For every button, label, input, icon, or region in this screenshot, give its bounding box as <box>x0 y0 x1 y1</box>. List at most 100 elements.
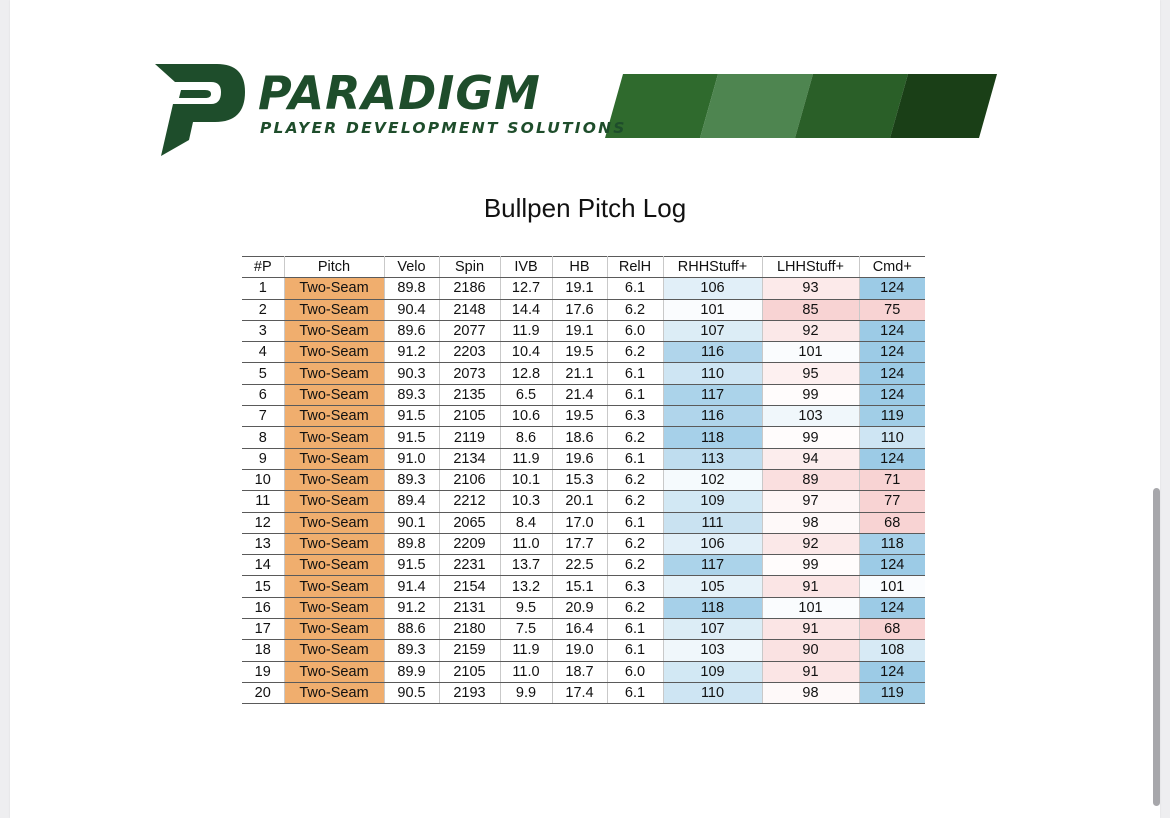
pitch-type-cell: Two-Seam <box>283 639 385 662</box>
ivb-cell: 9.9 <box>499 682 553 705</box>
table-row: 17 Two-Seam 88.6 2180 7.5 16.4 6.1 107 91 68 <box>242 618 925 641</box>
pitch-type-cell: Two-Seam <box>283 384 385 407</box>
hb-cell: 18.6 <box>551 426 608 449</box>
spin-cell: 2231 <box>438 554 501 577</box>
pitch-type-cell: Two-Seam <box>283 405 385 428</box>
hb-cell: 20.9 <box>551 597 608 620</box>
velo-cell: 91.2 <box>383 341 440 364</box>
pitch-type-cell: Two-Seam <box>283 299 385 321</box>
lhh-stuff-plus-cell: 92 <box>761 320 860 343</box>
spin-cell: 2186 <box>438 277 501 300</box>
hb-cell: 19.1 <box>551 277 608 300</box>
ivb-cell: 10.4 <box>499 341 553 364</box>
ivb-cell: 7.5 <box>499 618 553 641</box>
ivb-cell: 6.5 <box>499 384 553 407</box>
pitch-number-cell: 16 <box>242 597 285 620</box>
lhh-stuff-plus-cell: 101 <box>761 341 860 364</box>
table-row: 1 Two-Seam 89.8 2186 12.7 19.1 6.1 106 93 124 <box>242 277 925 300</box>
lhh-stuff-plus-cell: 101 <box>761 597 860 620</box>
cmd-plus-cell: 124 <box>858 362 925 385</box>
rhh-stuff-plus-cell: 109 <box>662 490 763 513</box>
relh-cell: 6.2 <box>606 469 664 492</box>
rhh-stuff-plus-cell: 113 <box>662 448 763 470</box>
table-row: 20 Two-Seam 90.5 2193 9.9 17.4 6.1 110 98 119 <box>242 682 925 705</box>
table-header-row: #P Pitch Velo Spin IVB HB RelH RHHStuff+… <box>242 255 925 279</box>
lhh-stuff-plus-cell: 90 <box>761 639 860 662</box>
cmd-plus-cell: 124 <box>858 661 925 683</box>
spin-cell: 2154 <box>438 575 501 598</box>
spin-cell: 2159 <box>438 639 501 662</box>
relh-cell: 6.2 <box>606 426 664 449</box>
table-row: 4 Two-Seam 91.2 2203 10.4 19.5 6.2 116 101 124 <box>242 341 925 364</box>
relh-cell: 6.1 <box>606 639 664 662</box>
pitch-type-cell: Two-Seam <box>283 682 385 705</box>
table-row: 11 Two-Seam 89.4 2212 10.3 20.1 6.2 109 97 77 <box>242 490 925 513</box>
cmd-plus-cell: 119 <box>858 405 925 428</box>
cmd-plus-cell: 68 <box>858 618 925 641</box>
ivb-cell: 12.7 <box>499 277 553 300</box>
cmd-plus-cell: 101 <box>858 575 925 598</box>
table-row: 14 Two-Seam 91.5 2231 13.7 22.5 6.2 117 99 124 <box>242 554 925 577</box>
rhh-stuff-plus-cell: 109 <box>662 661 763 683</box>
pitch-number-cell: 3 <box>242 320 285 343</box>
velo-cell: 91.5 <box>383 405 440 428</box>
relh-cell: 6.3 <box>606 575 664 598</box>
spin-cell: 2212 <box>438 490 501 513</box>
velo-cell: 91.5 <box>383 554 440 577</box>
table-row: 13 Two-Seam 89.8 2209 11.0 17.7 6.2 106 92 118 <box>242 533 925 556</box>
pitch-type-cell: Two-Seam <box>283 469 385 492</box>
relh-cell: 6.1 <box>606 277 664 300</box>
lhh-stuff-plus-cell: 93 <box>761 277 860 300</box>
pitch-number-cell: 8 <box>242 426 285 449</box>
lhh-stuff-plus-cell: 99 <box>761 384 860 407</box>
brand-name: PARADIGM <box>258 66 541 120</box>
ivb-cell: 11.0 <box>499 661 553 683</box>
pitch-type-cell: Two-Seam <box>283 575 385 598</box>
pitch-number-cell: 17 <box>242 618 285 641</box>
spin-cell: 2203 <box>438 341 501 364</box>
spin-cell: 2106 <box>438 469 501 492</box>
relh-cell: 6.2 <box>606 299 664 321</box>
velo-cell: 91.5 <box>383 426 440 449</box>
relh-cell: 6.1 <box>606 384 664 407</box>
velo-cell: 89.9 <box>383 661 440 683</box>
ivb-cell: 10.3 <box>499 490 553 513</box>
paradigm-logo <box>145 60 997 160</box>
ivb-cell: 11.9 <box>499 448 553 470</box>
vertical-scrollbar[interactable] <box>1153 488 1160 806</box>
ivb-cell: 12.8 <box>499 362 553 385</box>
cmd-plus-cell: 124 <box>858 277 925 300</box>
pitch-log-table: #P Pitch Velo Spin IVB HB RelH RHHStuff+… <box>242 255 925 705</box>
rhh-stuff-plus-cell: 105 <box>662 575 763 598</box>
pitch-number-cell: 20 <box>242 682 285 705</box>
cmd-plus-cell: 71 <box>858 469 925 492</box>
hb-cell: 19.1 <box>551 320 608 343</box>
cmd-plus-cell: 118 <box>858 533 925 556</box>
ivb-cell: 14.4 <box>499 299 553 321</box>
hb-cell: 17.4 <box>551 682 608 705</box>
lhh-stuff-plus-cell: 94 <box>761 448 860 470</box>
table-row: 7 Two-Seam 91.5 2105 10.6 19.5 6.3 116 103 119 <box>242 405 925 428</box>
pitch-type-cell: Two-Seam <box>283 597 385 620</box>
relh-cell: 6.3 <box>606 405 664 428</box>
rhh-stuff-plus-cell: 103 <box>662 639 763 662</box>
cmd-plus-cell: 119 <box>858 682 925 705</box>
col-header: Pitch <box>283 255 385 279</box>
spin-cell: 2180 <box>438 618 501 641</box>
table-row: 3 Two-Seam 89.6 2077 11.9 19.1 6.0 107 92 124 <box>242 320 925 343</box>
table-row: 19 Two-Seam 89.9 2105 11.0 18.7 6.0 109 91 124 <box>242 661 925 683</box>
hb-cell: 17.0 <box>551 512 608 534</box>
rhh-stuff-plus-cell: 107 <box>662 320 763 343</box>
rhh-stuff-plus-cell: 106 <box>662 277 763 300</box>
pitch-number-cell: 13 <box>242 533 285 556</box>
col-header: IVB <box>499 255 553 279</box>
relh-cell: 6.1 <box>606 448 664 470</box>
velo-cell: 89.4 <box>383 490 440 513</box>
lhh-stuff-plus-cell: 91 <box>761 575 860 598</box>
cmd-plus-cell: 77 <box>858 490 925 513</box>
rhh-stuff-plus-cell: 111 <box>662 512 763 534</box>
table-row: 6 Two-Seam 89.3 2135 6.5 21.4 6.1 117 99 124 <box>242 384 925 407</box>
hb-cell: 15.3 <box>551 469 608 492</box>
lhh-stuff-plus-cell: 95 <box>761 362 860 385</box>
spin-cell: 2105 <box>438 405 501 428</box>
